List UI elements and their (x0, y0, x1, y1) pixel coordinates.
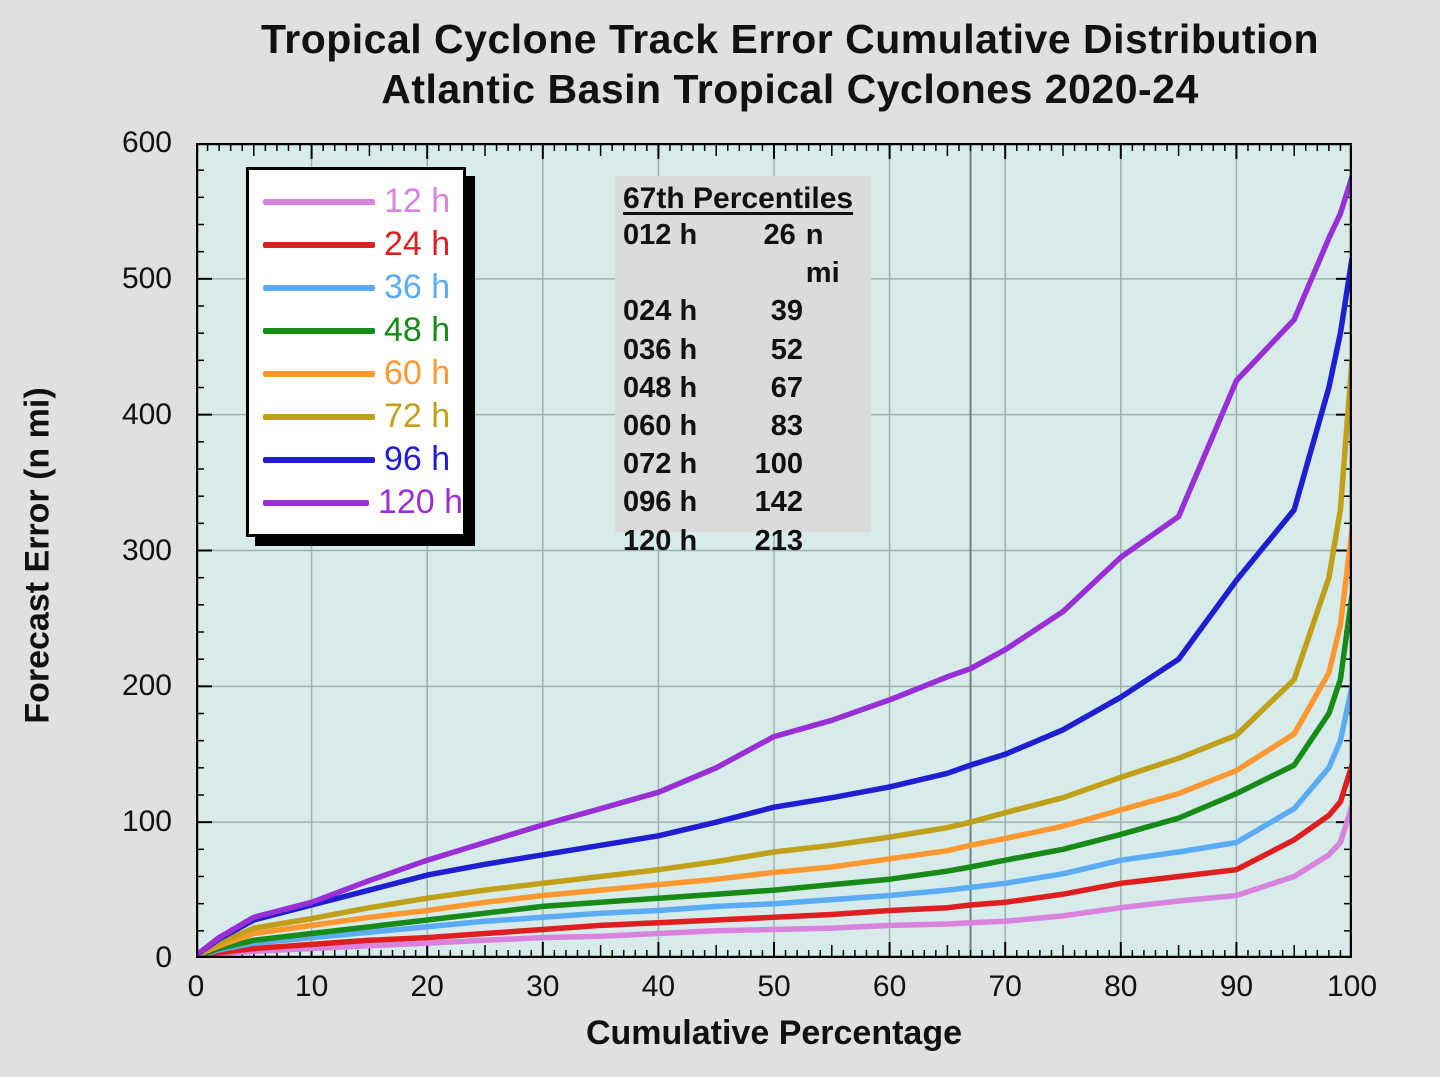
percentile-header: 67th Percentiles (623, 182, 854, 215)
percentile-value: 83 (770, 410, 803, 443)
y-axis-title: Forecast Error (n mi) (18, 387, 57, 724)
percentile-hour: 096 h (623, 486, 698, 519)
x-tick-label: 10 (294, 970, 329, 1003)
y-tick-label: 0 (155, 941, 172, 974)
y-tick-label: 400 (121, 397, 172, 431)
percentile-value: 26 (763, 219, 796, 251)
percentile-hour: 120 h (623, 524, 698, 557)
x-tick-label: 80 (1104, 970, 1138, 1003)
x-tick-label: 100 (1326, 970, 1378, 1003)
x-tick-label: 50 (757, 970, 791, 1003)
chart-title-line1: Tropical Cyclone Track Error Cumulative … (260, 16, 1320, 62)
series-line-60h (196, 527, 1352, 958)
percentile-hour: 036 h (623, 333, 698, 366)
percentile-value: 39 (770, 295, 803, 328)
x-axis-title: Cumulative Percentage (585, 1014, 963, 1052)
percentile-hour: 012 h (623, 219, 698, 251)
x-tick-label: 40 (641, 970, 676, 1003)
legend-line-sample (263, 284, 375, 291)
y-tick-label: 200 (121, 669, 172, 703)
legend-line-sample (263, 198, 375, 205)
x-tick-label: 90 (1219, 970, 1254, 1003)
chart-title-line2: Atlantic Basin Tropical Cyclones 2020-24 (381, 66, 1199, 112)
legend-line-sample (263, 327, 375, 334)
percentile-hour: 024 h (623, 295, 698, 328)
series-line-36h (196, 683, 1352, 958)
legend-label: 60 h (384, 354, 451, 392)
x-tick-label: 20 (410, 970, 444, 1003)
legend-row: 24 h (249, 225, 463, 265)
x-tick-label: 60 (872, 970, 907, 1003)
y-tick-label: 600 (121, 126, 172, 159)
x-tick-label: 0 (187, 970, 205, 1003)
percentile-row: 096 h 142 (623, 483, 863, 521)
legend-row: 12 h (249, 182, 463, 222)
legend-line-sample (263, 370, 375, 377)
percentile-row: 012 h 26 n mi (623, 216, 863, 292)
legend-row: 120 h (249, 483, 463, 523)
y-tick-label: 300 (121, 533, 172, 567)
legend-line-sample (263, 241, 375, 248)
percentile-hour: 072 h (623, 448, 698, 481)
series-line-48h (196, 592, 1352, 958)
series-line-72h (196, 357, 1352, 958)
series-line-96h (196, 255, 1352, 958)
legend-label: 72 h (384, 397, 451, 435)
legend-label: 24 h (384, 225, 451, 263)
y-tick-label: 500 (121, 261, 172, 295)
percentile-rows: 012 h 26 n mi 024 h 39 036 h 52 048 h 67 060 h 83 0… (623, 216, 863, 560)
percentile-row: 072 h 100 (623, 445, 863, 483)
series-line-12h (196, 803, 1352, 958)
legend-line-sample (263, 413, 375, 420)
percentile-hour: 060 h (623, 410, 698, 443)
y-tick-label: 100 (121, 805, 172, 839)
percentile-row: 120 h 213 (623, 522, 863, 560)
legend-row: 36 h (249, 268, 463, 308)
legend-line-sample (263, 499, 369, 506)
x-tick-label: 70 (988, 970, 1022, 1003)
axis-frame (196, 143, 1352, 958)
legend-row: 60 h (249, 354, 463, 394)
series-line-24h (196, 762, 1352, 958)
legend-label: 96 h (384, 440, 451, 478)
series-line-120h (196, 174, 1352, 958)
percentile-row: 024 h 39 (623, 292, 863, 330)
percentile-value: 52 (770, 333, 803, 366)
legend-line-sample (263, 456, 375, 463)
legend-box: 12 h 24 h 36 h 48 h 60 h 72 h 96 h 120 h (246, 167, 466, 537)
percentile-row: 036 h 52 (623, 331, 863, 369)
percentile-hour: 048 h (623, 371, 698, 404)
percentile-value: 100 (754, 448, 803, 481)
percentile-unit: n mi (805, 219, 840, 290)
legend-label: 36 h (384, 268, 451, 306)
percentile-value: 67 (770, 371, 803, 404)
legend-label: 120 h (377, 483, 463, 521)
x-tick-label: 30 (526, 970, 560, 1003)
percentile-value: 213 (754, 524, 803, 557)
chart-title: Tropical Cyclone Track Error Cumulative … (140, 14, 1440, 114)
percentile-row: 048 h 67 (623, 369, 863, 407)
legend-row: 96 h (249, 440, 463, 480)
legend-label: 48 h (384, 311, 451, 349)
percentile-box: 67th Percentiles 012 h 26 n mi 024 h 39 036 h… (615, 176, 871, 557)
legend-row: 72 h (249, 397, 463, 437)
legend-label: 12 h (384, 182, 451, 220)
percentile-value: 142 (754, 486, 803, 519)
legend-row: 48 h (249, 311, 463, 351)
percentile-row: 060 h 83 (623, 407, 863, 445)
